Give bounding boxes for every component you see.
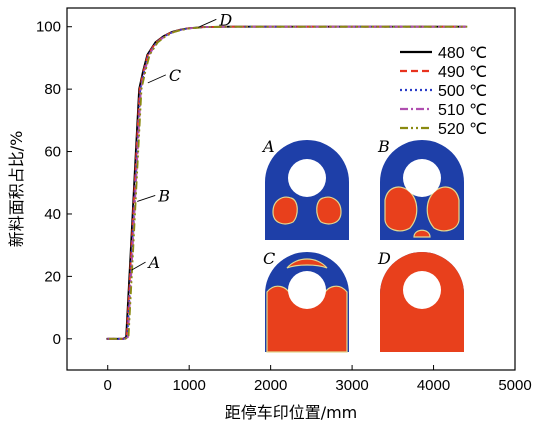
new-material-region — [272, 196, 298, 225]
annotation-label: B — [157, 186, 170, 205]
y-tick-label: 20 — [44, 268, 61, 285]
inset-c — [265, 252, 349, 353]
x-tick-label: 2000 — [254, 377, 287, 394]
annotation-leader — [131, 261, 146, 271]
inset-b — [380, 140, 464, 240]
x-tick-label: 5000 — [498, 377, 531, 394]
inset-a — [265, 140, 349, 240]
legend-label: 520 ℃ — [438, 121, 487, 138]
x-tick-label: 0 — [104, 377, 112, 394]
annotation-leader — [137, 195, 156, 202]
new-material-region — [286, 258, 328, 269]
series-line — [108, 25, 468, 340]
y-tick-label: 100 — [36, 19, 61, 36]
y-tick-label: 60 — [44, 144, 61, 161]
x-axis-title: 距停车印位置/mm — [225, 403, 358, 422]
legend-label: 500 ℃ — [438, 83, 487, 100]
new-material-region — [413, 229, 431, 238]
series-layer — [106, 25, 468, 340]
annotation-label: D — [218, 10, 232, 29]
annotation-leader — [147, 74, 167, 84]
x-tick-label: 1000 — [172, 377, 205, 394]
legend-label: 510 ℃ — [438, 102, 487, 119]
annotation-leader — [198, 18, 217, 28]
ticks: 0 1000 2000 3000 4000 5000 0 20 40 60 80 100 — [36, 19, 532, 394]
legend-label: 480 ℃ — [438, 45, 487, 62]
plate-hole — [403, 271, 441, 309]
inset-label: A — [261, 137, 275, 156]
x-tick-label: 3000 — [335, 377, 368, 394]
new-material-region — [316, 196, 342, 225]
legend-label: 490 ℃ — [438, 64, 487, 81]
inset-label: C — [263, 249, 275, 268]
plate-hole — [288, 271, 326, 309]
annotation-label: C — [169, 66, 181, 85]
inset-d — [380, 252, 464, 352]
y-tick-label: 0 — [53, 331, 61, 348]
y-tick-label: 80 — [44, 81, 61, 98]
new-material-region — [426, 186, 460, 232]
legend-box — [396, 40, 509, 140]
annotations: A B C D — [131, 10, 232, 272]
y-tick-label: 40 — [44, 206, 61, 223]
insets: A B C D — [261, 137, 464, 353]
plate-hole — [403, 159, 441, 197]
legend: 480 ℃ 490 ℃ 500 ℃ 510 ℃ 520 ℃ — [396, 40, 509, 140]
y-axis-title: 新料面积占比/% — [7, 131, 26, 248]
inset-label: D — [377, 249, 391, 268]
plate-hole — [288, 159, 326, 197]
x-tick-label: 4000 — [417, 377, 450, 394]
inset-label: B — [377, 137, 390, 156]
annotation-label: A — [147, 253, 161, 272]
new-material-region — [384, 186, 418, 232]
